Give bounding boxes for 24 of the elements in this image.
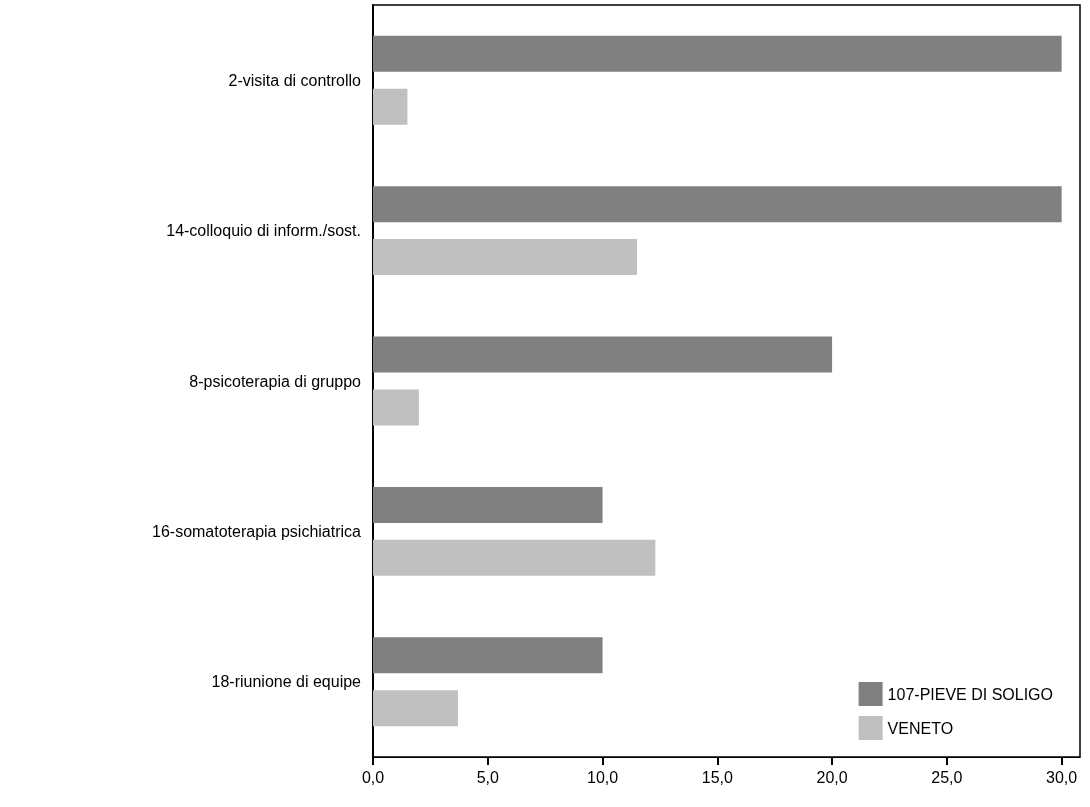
x-tick-label: 30,0 [1046, 768, 1078, 786]
x-tick-label: 20,0 [816, 768, 848, 786]
y-tick-label: 14-colloquio di inform./sost. [166, 222, 361, 240]
x-tick-label: 10,0 [586, 768, 619, 786]
bar [373, 336, 833, 373]
bar [373, 88, 408, 125]
y-tick-label: 8-psicoterapia di gruppo [189, 372, 362, 390]
bar [373, 239, 637, 276]
bar [373, 637, 603, 674]
bar [373, 186, 1062, 223]
bar [373, 539, 656, 576]
x-tick-label: 25,0 [931, 768, 963, 786]
y-tick-label: 16-somatoterapia psichiatrica [152, 522, 362, 540]
legend-label: VENETO [887, 719, 954, 737]
bar [373, 35, 1062, 72]
bar [373, 690, 458, 727]
bar [373, 389, 419, 426]
bar [373, 486, 603, 523]
y-tick-label: 2-visita di controllo [228, 71, 362, 89]
x-tick-label: 0,0 [361, 768, 385, 786]
x-tick-label: 5,0 [476, 768, 499, 786]
y-tick-label: 18-riunione di equipe [211, 673, 362, 691]
x-tick-label: 15,0 [701, 768, 733, 786]
legend-label: 107-PIEVE DI SOLIGO [887, 685, 1054, 703]
